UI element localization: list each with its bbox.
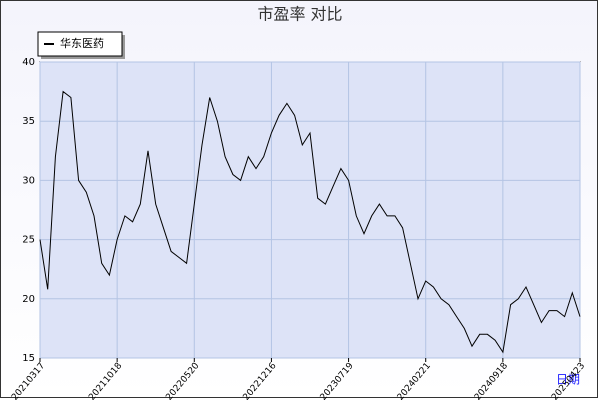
y-tick-label: 30: [22, 175, 35, 186]
y-tick-label: 25: [22, 235, 35, 246]
y-tick-label: 20: [22, 294, 35, 305]
y-tick-label: 40: [22, 57, 35, 68]
x-axis-label: 日期: [556, 373, 580, 387]
y-tick-label: 15: [22, 353, 35, 364]
y-tick-label: 35: [22, 116, 35, 127]
line: [39, 90, 581, 354]
plot-area: [39, 61, 581, 359]
chart-title: 市盈率 对比: [257, 5, 342, 24]
legend-label: 华东医药: [60, 36, 104, 50]
